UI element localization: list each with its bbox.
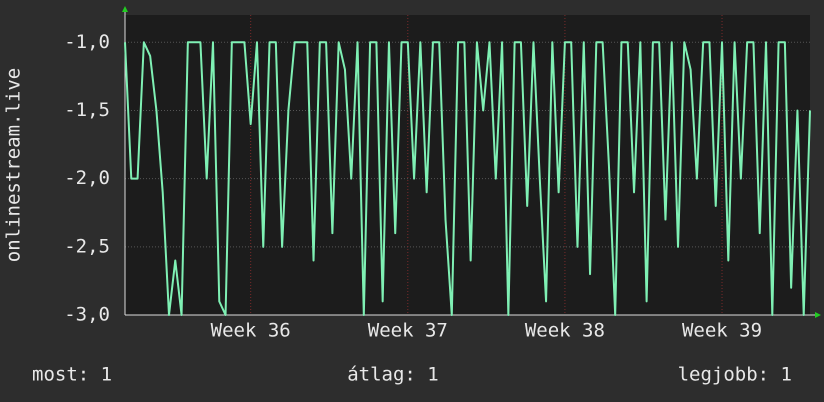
line — [124, 41, 811, 316]
y-tick-label: -1,0 — [64, 31, 110, 53]
legend-stat: átlag: 1 — [347, 364, 439, 386]
x-tick-label: Week 36 — [211, 320, 291, 342]
legend-stat: legjobb: 1 — [678, 364, 792, 386]
y-axis-label: onlinestream.live — [3, 68, 25, 262]
y-tick-label: -2,5 — [64, 235, 110, 257]
y-tick-label: -1,5 — [64, 99, 110, 121]
axis-arrow — [122, 6, 128, 12]
x-tick-label: Week 38 — [525, 320, 605, 342]
x-tick-label: Week 37 — [368, 320, 448, 342]
y-tick-label: -2,0 — [64, 167, 110, 189]
axis-arrow — [815, 312, 821, 318]
legend-stat: most: 1 — [32, 364, 112, 386]
x-tick-label: Week 39 — [682, 320, 762, 342]
y-tick-label: -3,0 — [64, 304, 110, 326]
